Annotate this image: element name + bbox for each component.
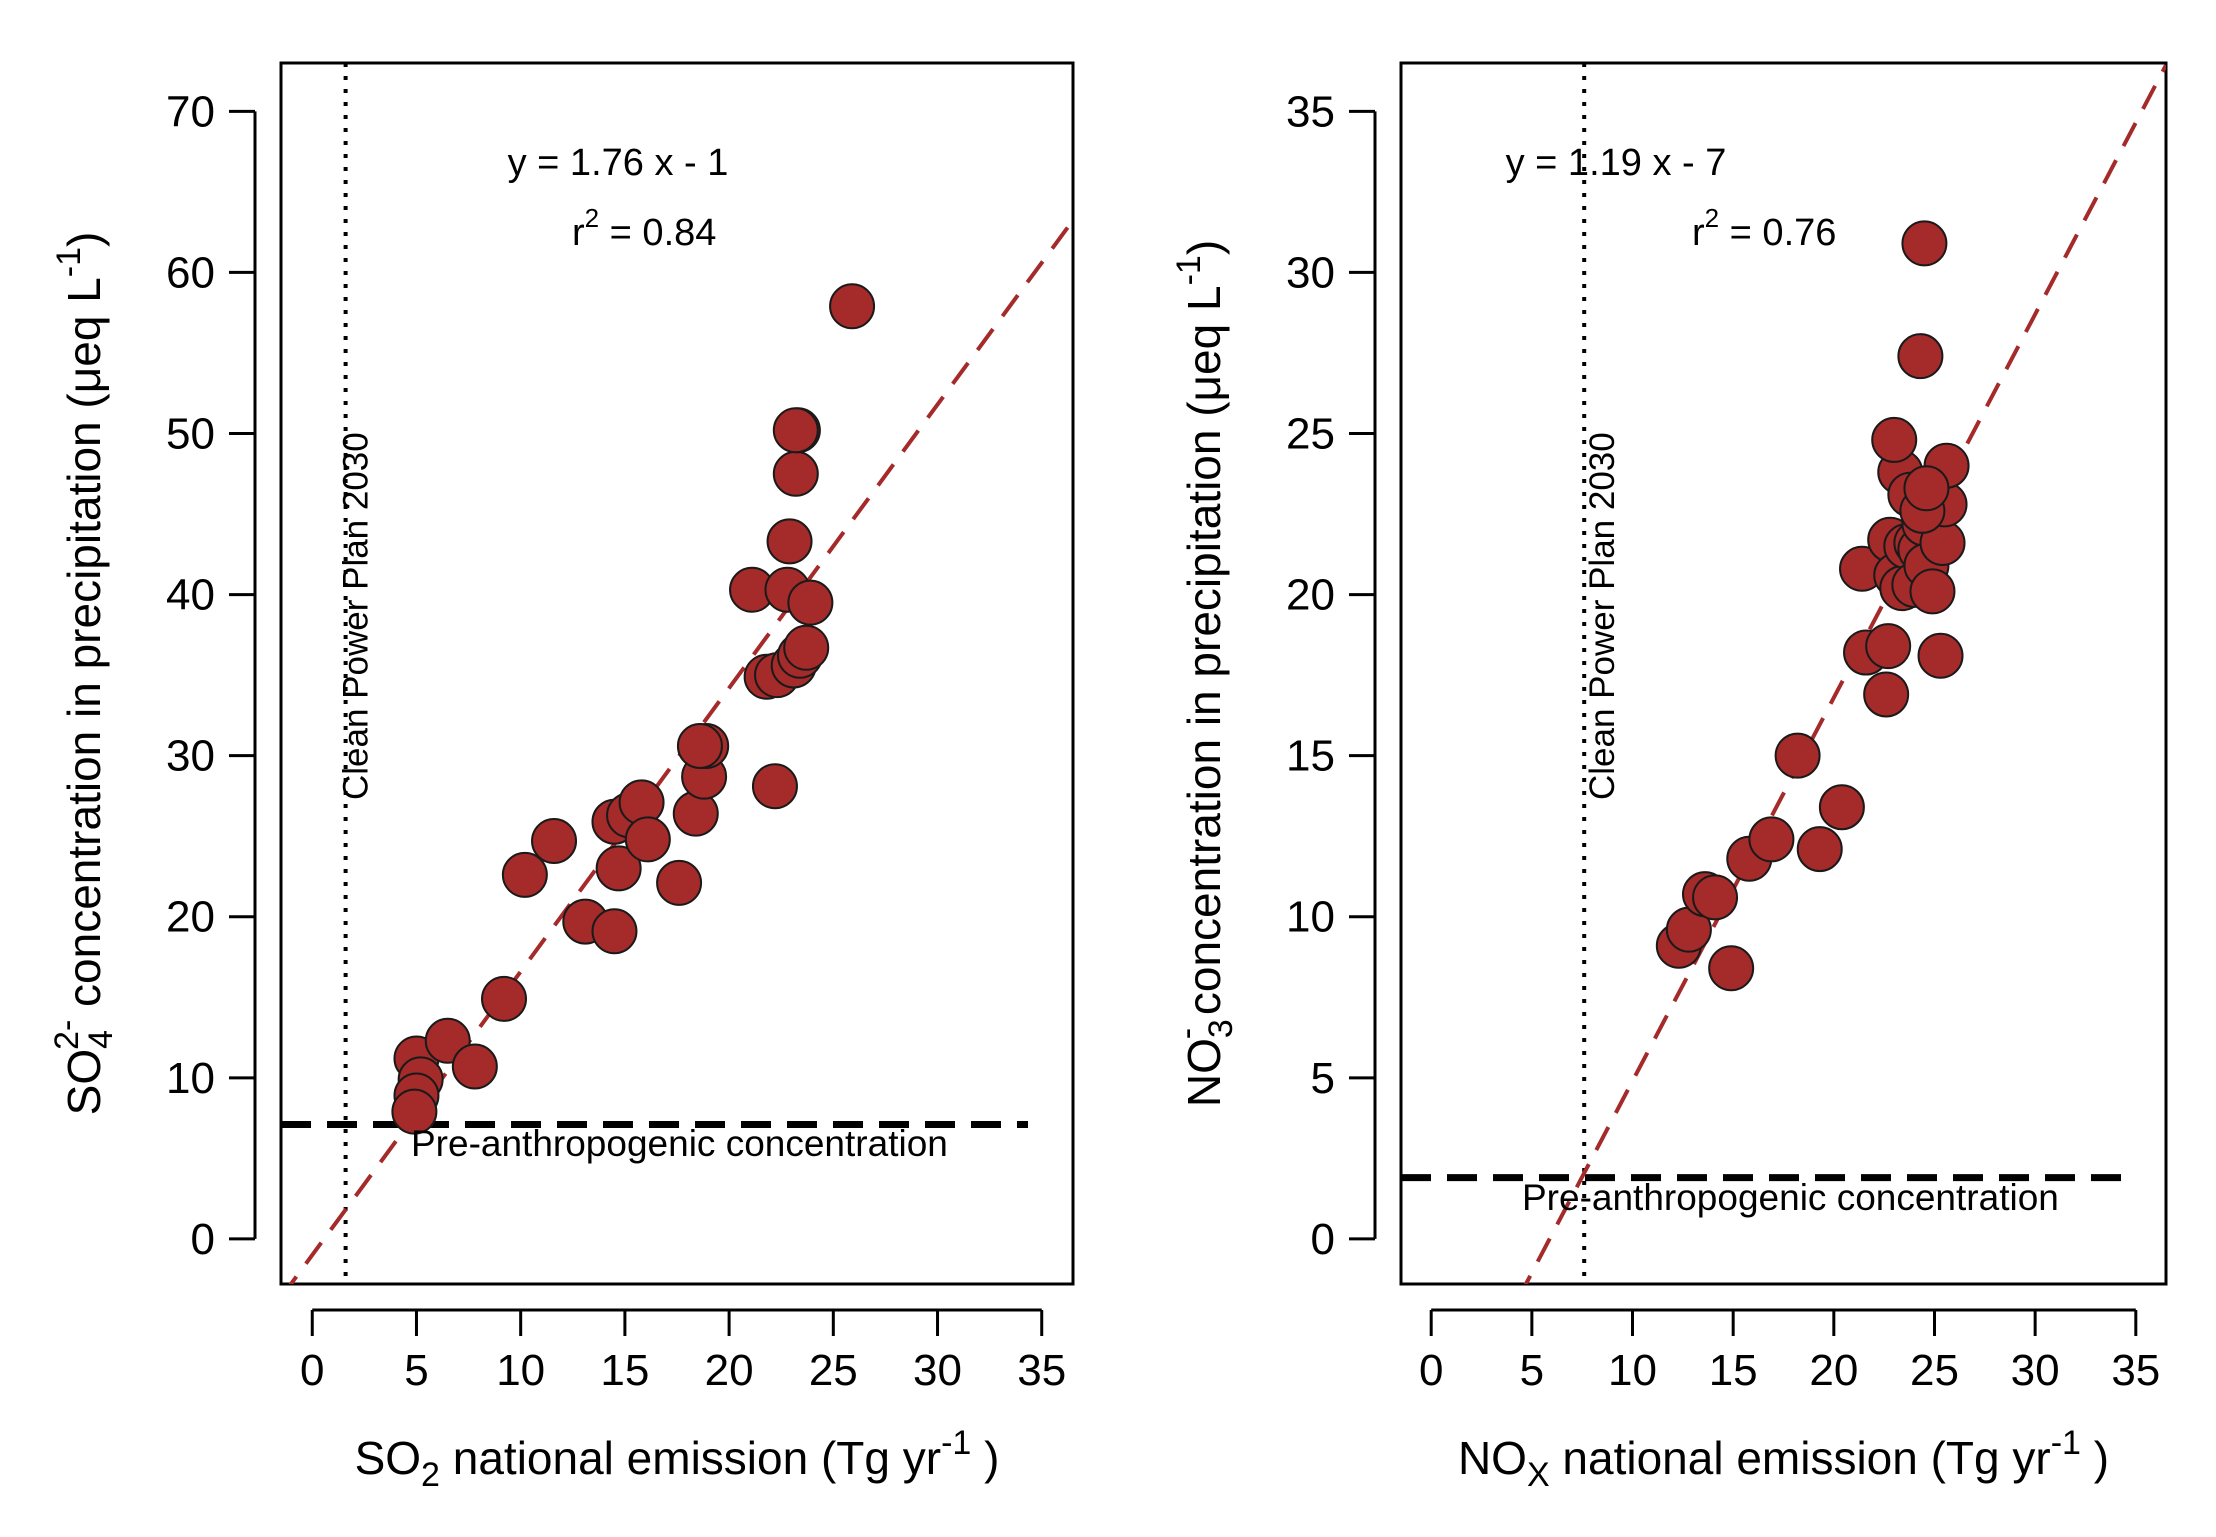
data-point	[1897, 333, 1944, 380]
data-point	[531, 818, 578, 865]
plot-frame	[279, 61, 1075, 1286]
regression-equation: y = 1.19 x - 7	[1506, 142, 1727, 184]
x-tick-label: 20	[1809, 1346, 1858, 1395]
data-point	[1871, 416, 1918, 463]
y-tick-label: 70	[166, 87, 215, 136]
y-tick-label: 15	[1286, 732, 1335, 781]
data-point	[1796, 826, 1843, 873]
y-tick-label: 50	[166, 409, 215, 458]
data-point	[772, 450, 819, 497]
data-point	[501, 851, 548, 898]
x-tick-label: 10	[1608, 1346, 1657, 1395]
x-axis-label: SO2 national emission (Tg yr-1 )	[355, 1424, 1000, 1494]
y-tick-label: 60	[166, 248, 215, 297]
data-point	[787, 579, 834, 626]
data-point	[829, 283, 876, 330]
regression-fit-line	[1523, 64, 2166, 1284]
data-point	[591, 908, 638, 955]
x-tick-label: 20	[705, 1346, 754, 1395]
data-point	[1863, 671, 1910, 718]
x-tick-label: 25	[1910, 1346, 1959, 1395]
r-squared-label: r2 = 0.84	[572, 203, 716, 254]
y-tick-label: 25	[1286, 409, 1335, 458]
data-point	[595, 845, 642, 892]
plot-frame	[1399, 61, 2168, 1286]
x-tick-label: 25	[809, 1346, 858, 1395]
x-tick-label: 35	[1017, 1346, 1066, 1395]
data-point	[1774, 732, 1821, 779]
y-tick-label: 0	[1311, 1215, 1335, 1264]
y-tick-label: 10	[1286, 893, 1335, 942]
data-point	[751, 763, 798, 810]
data-point	[1917, 632, 1964, 679]
data-point	[1708, 945, 1755, 992]
y-tick-label: 0	[191, 1215, 215, 1264]
x-tick-label: 0	[1419, 1346, 1443, 1395]
data-point	[481, 975, 528, 1022]
data-point	[783, 624, 830, 671]
x-tick-label: 0	[300, 1346, 324, 1395]
r-squared-label: r2 = 0.76	[1692, 203, 1836, 254]
data-point	[1748, 816, 1795, 863]
data-point	[766, 518, 813, 565]
pre-anthropogenic-label: Pre-anthropogenic concentration	[411, 1123, 948, 1164]
data-point	[1692, 874, 1739, 921]
y-tick-label: 20	[166, 893, 215, 942]
x-tick-label: 15	[600, 1346, 649, 1395]
y-tick-label: 30	[1286, 248, 1335, 297]
pre-anthropogenic-label: Pre-anthropogenic concentration	[1522, 1177, 2059, 1218]
data-point	[676, 722, 723, 769]
x-tick-label: 15	[1709, 1346, 1758, 1395]
y-axis-label: SO42- concentration in precipitation (μe…	[48, 232, 120, 1116]
y-tick-label: 40	[166, 571, 215, 620]
y-tick-label: 5	[1311, 1054, 1335, 1103]
y-axis-label: NO3- concentration in precipitation (μeq…	[1168, 240, 1240, 1107]
data-point	[1909, 568, 1956, 615]
regression-equation: y = 1.76 x - 1	[508, 142, 729, 184]
y-tick-label: 30	[166, 732, 215, 781]
y-tick-label: 10	[166, 1054, 215, 1103]
so4-panel: 0 5 10 15 20 25 30 35 0 10 20 30 40 50 60 70 Clean Power…	[48, 61, 1075, 1494]
clean-power-plan-label: Clean Power Plan 2030	[1583, 432, 1622, 800]
x-tick-label: 35	[2111, 1346, 2160, 1395]
clean-power-plan-label: Clean Power Plan 2030	[337, 432, 376, 800]
no3-panel: 0 5 10 15 20 25 30 35 0 5 10 15 20 25 30 35 Clean Power …	[1168, 61, 2168, 1494]
x-tick-label: 5	[1520, 1346, 1544, 1395]
x-tick-label: 5	[404, 1346, 428, 1395]
y-tick-label: 35	[1286, 87, 1335, 136]
y-tick-label: 20	[1286, 571, 1335, 620]
data-point	[1865, 623, 1912, 670]
data-point	[1901, 220, 1948, 267]
x-axis-label: NOX national emission (Tg yr-1 )	[1458, 1424, 2109, 1494]
data-point	[451, 1043, 498, 1090]
data-point	[1818, 784, 1865, 831]
data-point	[624, 816, 671, 863]
data-point	[656, 859, 703, 906]
x-tick-label: 30	[913, 1346, 962, 1395]
data-point	[1903, 465, 1950, 512]
x-tick-label: 30	[2011, 1346, 2060, 1395]
x-tick-label: 10	[496, 1346, 545, 1395]
data-point	[391, 1088, 438, 1135]
data-point	[772, 407, 819, 454]
